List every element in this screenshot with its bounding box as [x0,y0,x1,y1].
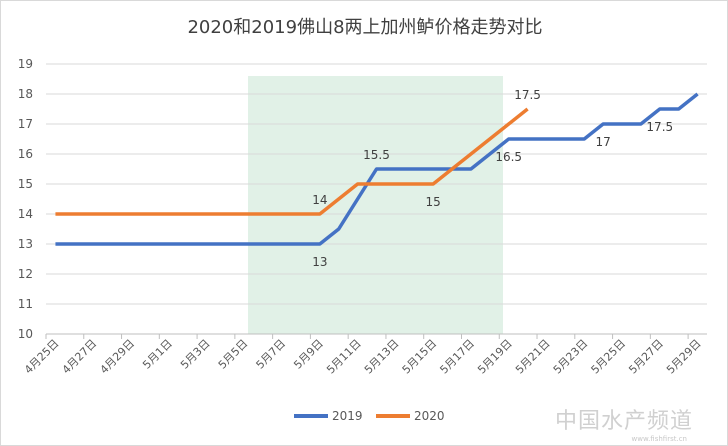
x-tick-label: 5月15日 [400,337,440,377]
series-line-2020 [55,107,529,216]
x-tick-label: 5月9日 [291,337,326,372]
x-tick-label: 5月19日 [475,337,515,377]
y-tick-label: 19 [18,57,33,71]
y-tick-label: 12 [18,267,33,281]
y-tick-label: 14 [18,207,33,221]
legend-label: 2020 [414,409,445,423]
x-tick-label: 5月25日 [589,337,629,377]
x-tick-label: 5月11日 [324,337,364,377]
data-label: 17.5 [646,120,673,134]
x-tick-label: 5月17日 [437,337,477,377]
data-label: 13 [312,255,327,269]
chart-title: 2020和2019佛山8两上加州鲈价格走势对比 [187,17,543,38]
y-tick-label: 15 [18,177,33,191]
watermark [248,76,503,334]
y-tick-label: 16 [18,147,33,161]
y-tick-label: 11 [18,297,33,311]
data-label: 17 [595,135,610,149]
legend-label: 2019 [332,409,363,423]
y-tick-label: 13 [18,237,33,251]
data-label: 14 [312,193,327,207]
x-tick-label: 5月5日 [216,337,251,372]
x-tick-label: 4月29日 [98,337,138,377]
site-logo: 中国水产频道 [554,409,693,434]
x-tick-label: 5月23日 [551,337,591,377]
data-label: 15 [426,195,441,209]
y-tick-label: 10 [18,327,33,341]
y-tick-label: 17 [18,117,33,131]
x-tick-label: 5月21日 [513,337,553,377]
x-tick-label: 5月29日 [664,337,704,377]
x-tick-label: 5月3日 [178,337,213,372]
x-tick-label: 5月1日 [140,337,175,372]
x-tick-label: 4月27日 [60,337,100,377]
data-label: 15.5 [363,148,390,162]
x-tick-label: 5月7日 [254,337,289,372]
data-label: 16.5 [495,150,522,164]
site-logo-url: www.fishfirst.cn [631,435,687,443]
series-line-2019 [55,92,699,246]
data-label: 17.5 [514,88,541,102]
x-tick-label: 4月25日 [22,337,62,377]
y-tick-label: 18 [18,87,33,101]
x-tick-label: 5月27日 [626,337,666,377]
x-tick-label: 5月13日 [362,337,402,377]
